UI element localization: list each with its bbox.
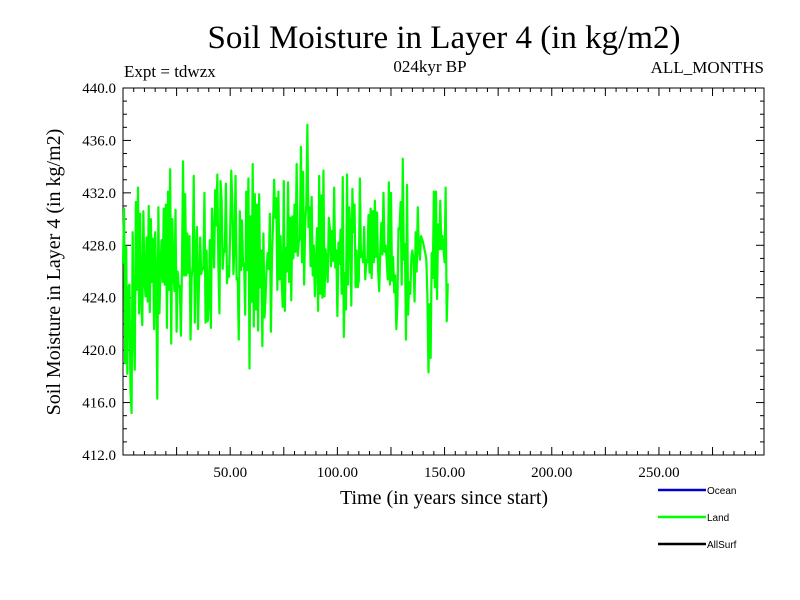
y-tick-label: 428.0 [82, 238, 116, 254]
x-tick-label: 200.00 [531, 465, 572, 481]
series-line-land [121, 123, 449, 415]
x-tick-label: 250.00 [638, 465, 679, 481]
chart-title: Soil Moisture in Layer 4 (in kg/m2) [208, 20, 681, 56]
y-tick-label: 416.0 [82, 396, 116, 412]
period-label: 024kyr BP [393, 57, 466, 76]
x-tick-label: 100.00 [317, 465, 358, 481]
y-tick-label: 424.0 [82, 291, 116, 307]
y-tick-label: 432.0 [82, 186, 116, 202]
y-axis: 412.0 416.0 420.0 424.0 428.0 432.0 436.0 440.0 [82, 81, 764, 464]
x-axis-label: Time (in years since start) [340, 487, 548, 509]
x-tick-label: 150.00 [424, 465, 465, 481]
experiment-label: Expt = tdwzx [124, 62, 216, 81]
y-axis-label: Soil Moisture in Layer 4 (in kg/m2) [43, 129, 65, 416]
series-layer [121, 123, 449, 415]
x-axis: 50.00 100.00 150.00 200.00 250.00 [133, 88, 756, 481]
legend-label-land: Land [707, 513, 729, 524]
y-tick-label: 440.0 [82, 81, 116, 97]
y-tick-label: 412.0 [82, 448, 116, 464]
legend: Ocean Land AllSurf [658, 486, 737, 551]
legend-label-ocean: Ocean [707, 486, 736, 497]
x-tick-label: 50.00 [213, 465, 247, 481]
legend-label-allsurf: AllSurf [707, 540, 737, 551]
months-label: ALL_MONTHS [651, 58, 764, 77]
y-tick-label: 420.0 [82, 343, 116, 359]
y-tick-label: 436.0 [82, 133, 116, 149]
